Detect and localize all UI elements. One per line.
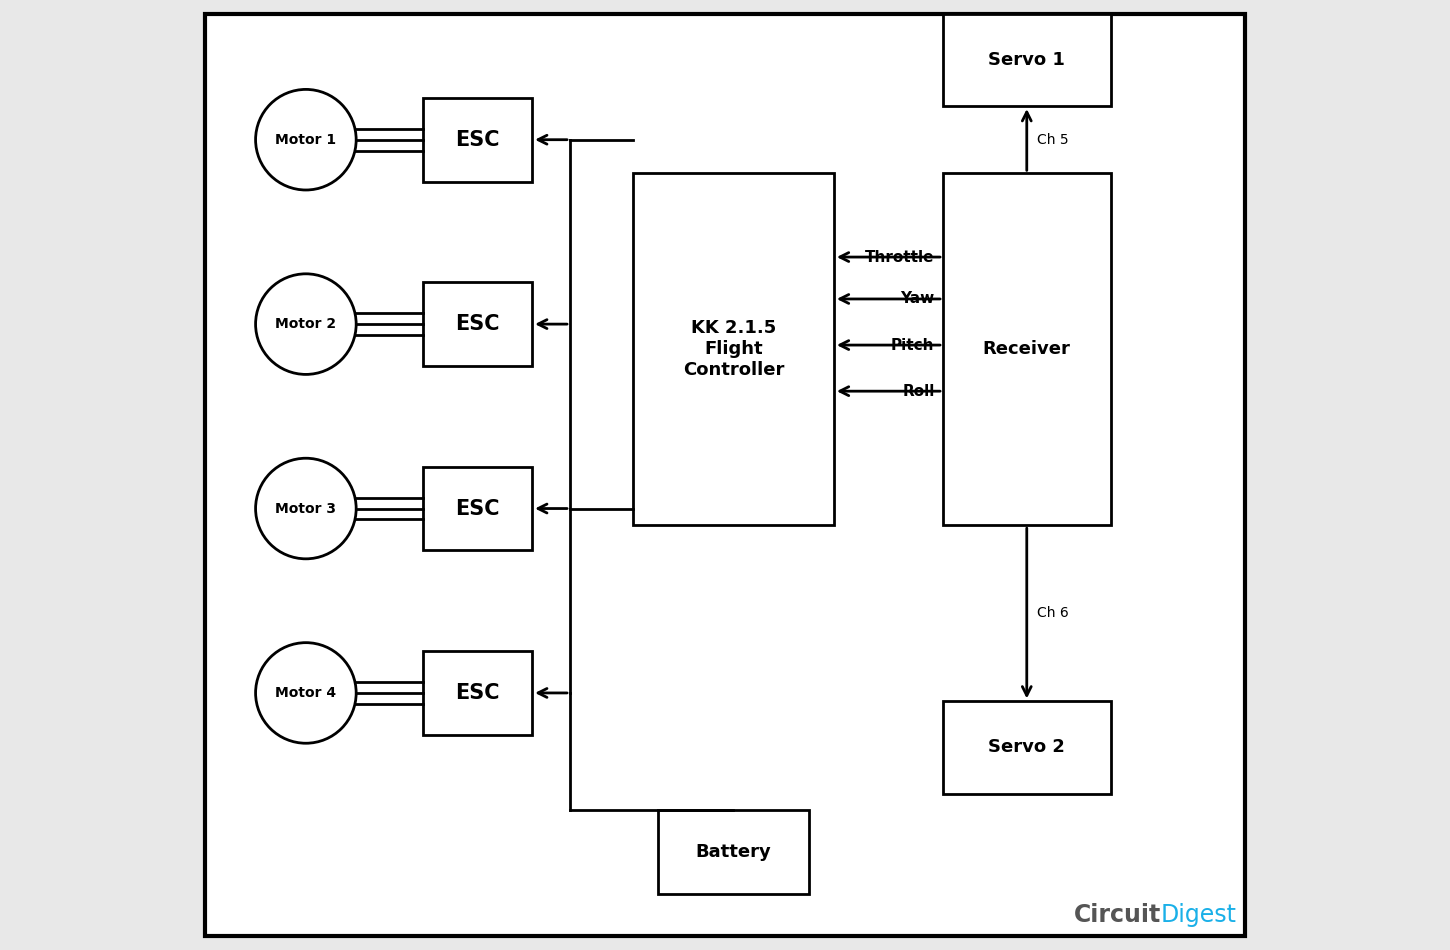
FancyBboxPatch shape: [942, 701, 1111, 793]
Text: Motor 2: Motor 2: [276, 317, 336, 332]
FancyBboxPatch shape: [423, 98, 532, 181]
Text: Motor 3: Motor 3: [276, 502, 336, 516]
Text: Throttle: Throttle: [866, 250, 935, 264]
Text: Servo 1: Servo 1: [989, 51, 1066, 69]
Circle shape: [255, 642, 357, 743]
Text: Circuit: Circuit: [1073, 903, 1161, 927]
Text: Yaw: Yaw: [900, 292, 935, 307]
Text: Battery: Battery: [696, 844, 771, 862]
Text: ESC: ESC: [455, 499, 500, 519]
Text: Roll: Roll: [902, 384, 935, 399]
Text: KK 2.1.5
Flight
Controller: KK 2.1.5 Flight Controller: [683, 319, 784, 379]
FancyBboxPatch shape: [423, 282, 532, 366]
FancyBboxPatch shape: [206, 14, 1244, 936]
FancyBboxPatch shape: [658, 810, 809, 894]
Circle shape: [255, 274, 357, 374]
FancyBboxPatch shape: [423, 651, 532, 735]
Text: ESC: ESC: [455, 130, 500, 150]
FancyBboxPatch shape: [942, 14, 1111, 106]
FancyBboxPatch shape: [632, 173, 834, 525]
Text: Pitch: Pitch: [892, 337, 935, 352]
Text: Receiver: Receiver: [983, 340, 1070, 358]
Text: Motor 4: Motor 4: [276, 686, 336, 700]
Text: Ch 6: Ch 6: [1037, 606, 1069, 620]
Circle shape: [255, 89, 357, 190]
Text: Digest: Digest: [1161, 903, 1237, 927]
FancyBboxPatch shape: [423, 466, 532, 550]
Circle shape: [255, 458, 357, 559]
Text: Motor 1: Motor 1: [276, 133, 336, 146]
Text: Servo 2: Servo 2: [989, 738, 1066, 756]
Text: ESC: ESC: [455, 314, 500, 334]
Text: Ch 5: Ch 5: [1037, 133, 1069, 146]
FancyBboxPatch shape: [942, 173, 1111, 525]
Text: ESC: ESC: [455, 683, 500, 703]
